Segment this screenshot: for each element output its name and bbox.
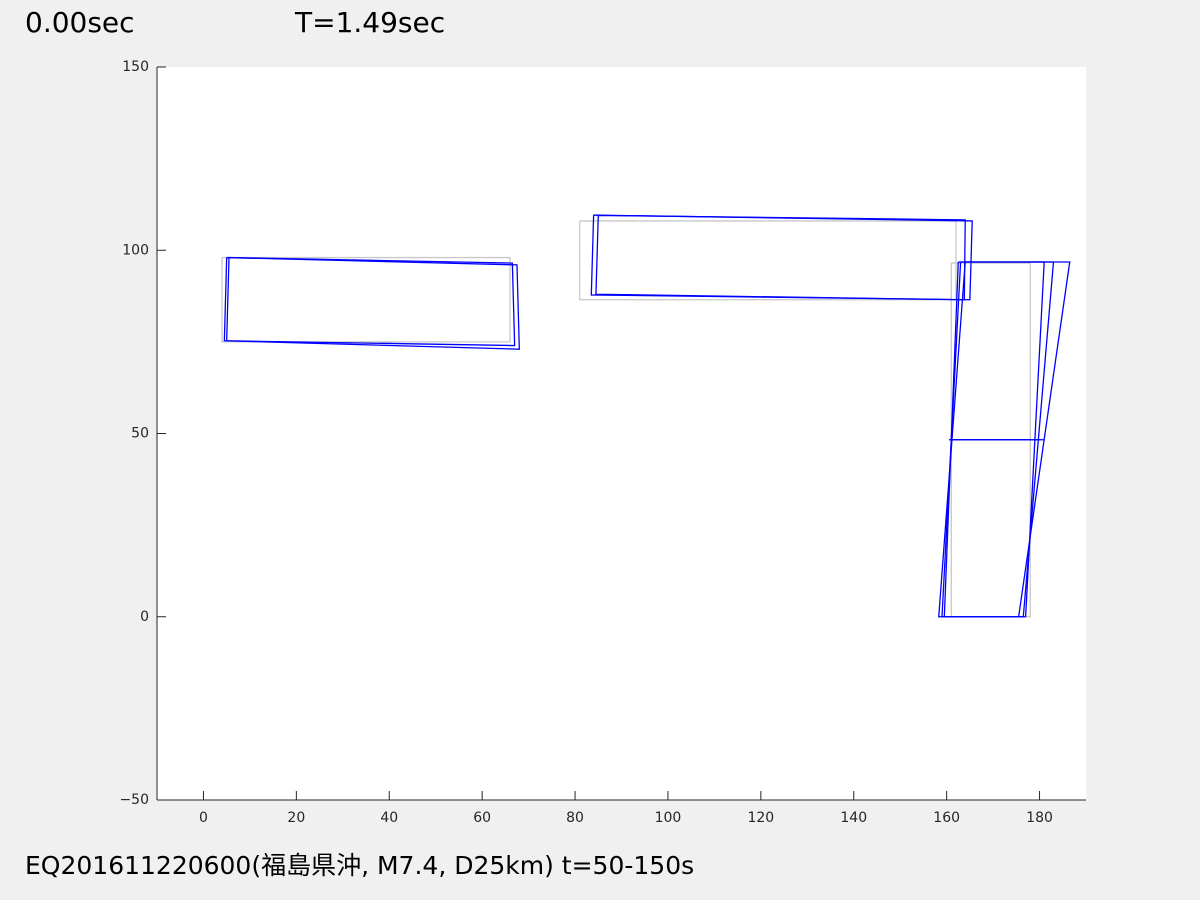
x-tick-label: 120 — [747, 810, 774, 826]
x-tick-label: 160 — [933, 810, 960, 826]
y-tick-label: 150 — [122, 59, 149, 75]
y-tick-label: 100 — [122, 242, 149, 258]
axes-background — [157, 67, 1086, 800]
caption: EQ201611220600(福島県沖, M7.4, D25km) t=50-1… — [25, 851, 694, 880]
x-tick-label: 100 — [655, 810, 682, 826]
y-tick-label: 0 — [140, 609, 149, 625]
x-tick-label: 180 — [1026, 810, 1053, 826]
x-tick-label: 80 — [566, 810, 584, 826]
y-tick-label: 50 — [131, 426, 149, 442]
x-tick-label: 140 — [840, 810, 867, 826]
chart-title: T=1.49sec — [294, 6, 445, 39]
x-tick-label: 20 — [287, 810, 305, 826]
frame-outline — [943, 261, 1045, 618]
frame-outline — [223, 214, 1071, 618]
x-tick-label: 40 — [380, 810, 398, 826]
x-tick-label: 60 — [473, 810, 491, 826]
x-tick-label: 0 — [199, 810, 208, 826]
time-label: 0.00sec — [25, 6, 135, 39]
y-tick-label: −50 — [119, 792, 149, 808]
